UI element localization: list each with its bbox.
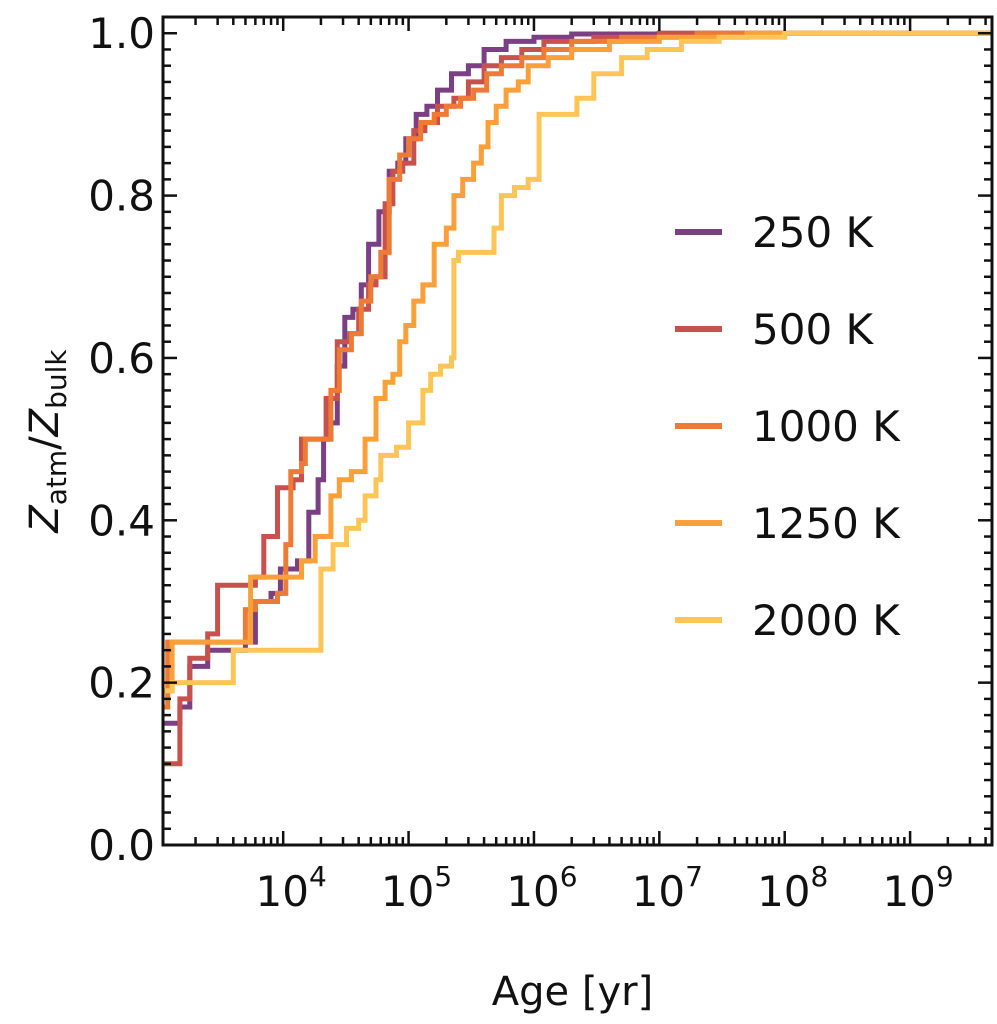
- y-axis-title-sep: /: [22, 436, 68, 450]
- x-tick-label-base: 10: [882, 867, 935, 916]
- series-line-5: [163, 30, 992, 694]
- x-tick-label-exponent: 7: [685, 860, 703, 893]
- x-tick-label: 108: [757, 860, 828, 916]
- y-axis-title: Zatm/Zbulk: [22, 349, 73, 534]
- legend-label-4: 1250 K: [752, 499, 901, 548]
- x-tick-label: 105: [381, 860, 452, 916]
- y-axis-title-base2: Z: [22, 407, 68, 437]
- series-layer: [163, 30, 992, 767]
- x-tick-label-base: 10: [256, 867, 309, 916]
- x-tick-label-base: 10: [632, 867, 685, 916]
- x-tick-label-exponent: 9: [936, 860, 954, 893]
- x-axis-title: Age [yr]: [492, 969, 653, 1015]
- x-tick-label: 107: [632, 860, 703, 916]
- x-tick-label-exponent: 8: [811, 860, 829, 893]
- y-tick-label: 0.8: [88, 172, 155, 221]
- series-line-2: [163, 30, 992, 767]
- x-tick-label-exponent: 5: [434, 860, 452, 893]
- x-tick-label-base: 10: [506, 867, 559, 916]
- x-tick-label-exponent: 4: [309, 860, 327, 893]
- x-tick-label-base: 10: [381, 867, 434, 916]
- y-tick-label: 0.2: [88, 659, 155, 708]
- series-line-4: [163, 30, 992, 694]
- x-tick-label: 106: [506, 860, 577, 916]
- x-tick-label-exponent: 6: [560, 860, 578, 893]
- plot-frame: [161, 15, 994, 847]
- x-tick-label-base: 10: [757, 867, 810, 916]
- x-tick-labels: 104 105 106 107 108 109: [256, 860, 954, 916]
- legend-label-2: 500 K: [752, 305, 875, 354]
- y-axis-title-sub1: atm: [40, 450, 73, 505]
- legend-label-3: 1000 K: [752, 402, 901, 451]
- y-tick-label: 0.0: [88, 821, 155, 870]
- y-tick-labels: 0.0 0.2 0.4 0.6 0.8 1.0: [88, 9, 155, 870]
- y-tick-label: 1.0: [88, 9, 155, 58]
- y-tick-label: 0.4: [88, 496, 155, 545]
- y-axis-title-sub2: bulk: [40, 349, 73, 409]
- x-tick-label: 109: [882, 860, 953, 916]
- legend: 250 K 500 K 1000 K 1250 K 2000 K: [675, 208, 901, 645]
- legend-label-1: 250 K: [752, 208, 875, 257]
- y-tick-label: 0.6: [88, 334, 155, 383]
- legend-label-5: 2000 K: [752, 596, 901, 645]
- y-axis-title-base: Z: [22, 504, 68, 534]
- x-tick-label: 104: [256, 860, 327, 916]
- series-line-3: [163, 30, 992, 710]
